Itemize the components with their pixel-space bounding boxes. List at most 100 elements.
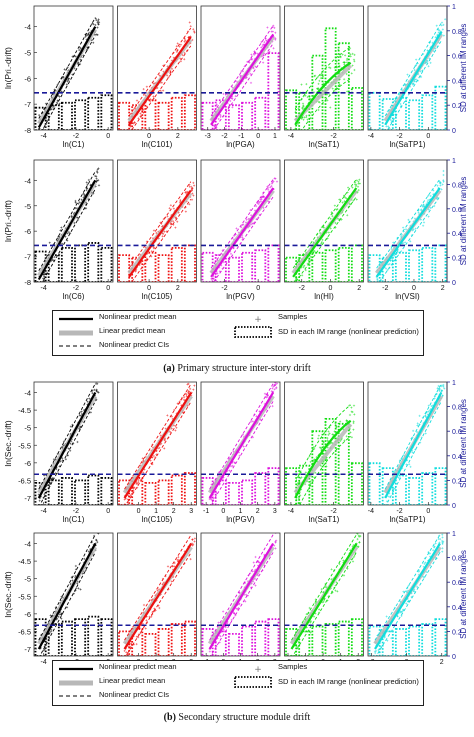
x-tick-label: 2 xyxy=(176,133,180,140)
nonlinear-mean-line xyxy=(123,542,193,650)
ci-lower-line xyxy=(131,45,192,130)
right-tick-label: 0.4 xyxy=(452,605,462,612)
sd-bar xyxy=(201,251,214,282)
x-tick-label: -2 xyxy=(299,285,305,292)
right-tick-label: 0.2 xyxy=(452,478,462,485)
y-tick-label: -5 xyxy=(24,202,31,211)
sd-bar xyxy=(421,623,434,656)
right-tick-label: 1 xyxy=(452,380,456,387)
x-tick-label: 0 xyxy=(412,285,416,292)
caption-a-text: Primary structure inter-story drift xyxy=(174,363,311,374)
legend-b: Nonlinear predict mean Linear predict me… xyxy=(52,660,424,706)
plot-area xyxy=(201,382,280,505)
nonlinear-mean-line xyxy=(384,391,443,499)
plot-area xyxy=(34,167,113,282)
x-tick-label: 0 xyxy=(147,133,151,140)
x-tick-label: -2 xyxy=(221,285,227,292)
right-tick-label: 0 xyxy=(452,503,456,510)
plot-area xyxy=(117,21,197,130)
x-tick-label: -1 xyxy=(203,508,209,515)
right-tick-label: 0.2 xyxy=(452,629,462,636)
nonlinear-mean-line xyxy=(292,187,358,278)
subplot-frame xyxy=(33,532,114,657)
sd-bar xyxy=(170,96,183,130)
ci-upper-line xyxy=(291,534,357,641)
sd-bar xyxy=(267,52,280,130)
right-tick-label: 0.4 xyxy=(452,231,462,238)
legend-sd-label: SD in each IM range (nonlinear predictio… xyxy=(278,327,419,336)
x-tick-label: 2 xyxy=(441,285,445,292)
panel-group-a-bottom: ln(Pri.-drift) -8 -7 -6 -5 -4 0 0.2 0.4 0.6 0.8 1 SD… xyxy=(3,158,468,301)
sd-bar xyxy=(337,42,350,130)
subplot-c105: 0 1 2 3 ln(C105) xyxy=(117,381,197,524)
x-tick-label: -2 xyxy=(330,508,336,515)
y-axis-label: ln(Sec.-drift) xyxy=(3,420,13,466)
y-tick-label: -6.5 xyxy=(18,476,31,485)
sd-bar xyxy=(157,479,170,505)
sd-bar xyxy=(157,254,170,282)
plot-area xyxy=(284,533,364,656)
sd-bar xyxy=(241,479,254,505)
sd-bar xyxy=(408,249,421,282)
x-axis-label: ln(SaT1) xyxy=(309,140,340,149)
ci-upper-line xyxy=(374,534,441,641)
sd-bar xyxy=(324,417,337,505)
x-tick-label: -2 xyxy=(73,508,79,515)
plot-area xyxy=(284,178,364,282)
y-tick-label: -5 xyxy=(24,49,31,58)
x-axis-label: ln(SaTP1) xyxy=(389,140,425,149)
subplot-frame xyxy=(117,5,197,131)
subplot-hi: -2-1012ln(HI) xyxy=(284,532,364,675)
y-tick-label: -4 xyxy=(24,23,31,32)
sd-bar xyxy=(421,472,434,505)
sd-bar xyxy=(254,472,267,505)
ci-lower-line xyxy=(213,196,274,282)
subplot-frame xyxy=(200,5,281,131)
sd-bar xyxy=(350,244,363,282)
ci-upper-line xyxy=(38,17,96,119)
x-tick-label: 0 xyxy=(256,133,260,140)
nonlinear-mean-line xyxy=(208,391,275,499)
ci-lower-line xyxy=(213,43,274,130)
caption-b-text: Secondary structure module drift xyxy=(175,712,311,723)
sd-bar xyxy=(100,477,113,505)
sd-bar xyxy=(337,246,350,282)
sd-bar xyxy=(144,632,157,656)
sd-bar xyxy=(337,422,350,505)
sd-bar xyxy=(368,91,381,130)
nonlinear-mean-line xyxy=(294,419,352,499)
subplot-frame xyxy=(284,5,364,131)
svg-text:+: + xyxy=(254,665,262,672)
sd-bar xyxy=(157,628,170,656)
x-tick-label: 0 xyxy=(221,508,225,515)
subplot-vsi: -2 0 2 ln(VSI) xyxy=(367,159,448,301)
nonlinear-mean-line xyxy=(37,542,97,650)
subplot-frame xyxy=(33,5,114,131)
ci-upper-line xyxy=(38,383,96,490)
ci-upper-line xyxy=(209,383,274,490)
sd-bar xyxy=(394,96,407,130)
x-tick-label: 0 xyxy=(256,285,260,292)
ci-lower-line xyxy=(41,188,96,282)
sd-bar xyxy=(144,481,157,505)
ci-upper-line xyxy=(128,27,192,117)
right-axis-label: SD at different IM ranges xyxy=(459,399,468,488)
plot-area xyxy=(368,382,447,505)
x-tick-label: -2 xyxy=(396,508,402,515)
panel-group-b-top: ln(Sec.-drift) -7 -6.5 -6 -5.5 -5 -4.5 -4 0 0.2 0.… xyxy=(3,380,468,524)
sd-bar xyxy=(241,251,254,282)
sd-bar xyxy=(394,474,407,505)
ci-lower-line xyxy=(210,552,274,656)
subplot-frame xyxy=(367,532,448,657)
x-tick-label: -1 xyxy=(238,133,244,140)
right-tick-label: 0.8 xyxy=(452,556,462,563)
right-tick-label: 1 xyxy=(452,531,456,538)
sd-bar xyxy=(170,474,183,505)
caption-a-letter: (a) xyxy=(163,363,175,374)
x-tick-label: 2 xyxy=(440,659,444,666)
nonlinear-mean-line xyxy=(210,33,275,126)
sd-bar xyxy=(74,479,87,505)
x-tick-label: 3 xyxy=(273,508,277,515)
x-tick-label: 2 xyxy=(357,285,361,292)
